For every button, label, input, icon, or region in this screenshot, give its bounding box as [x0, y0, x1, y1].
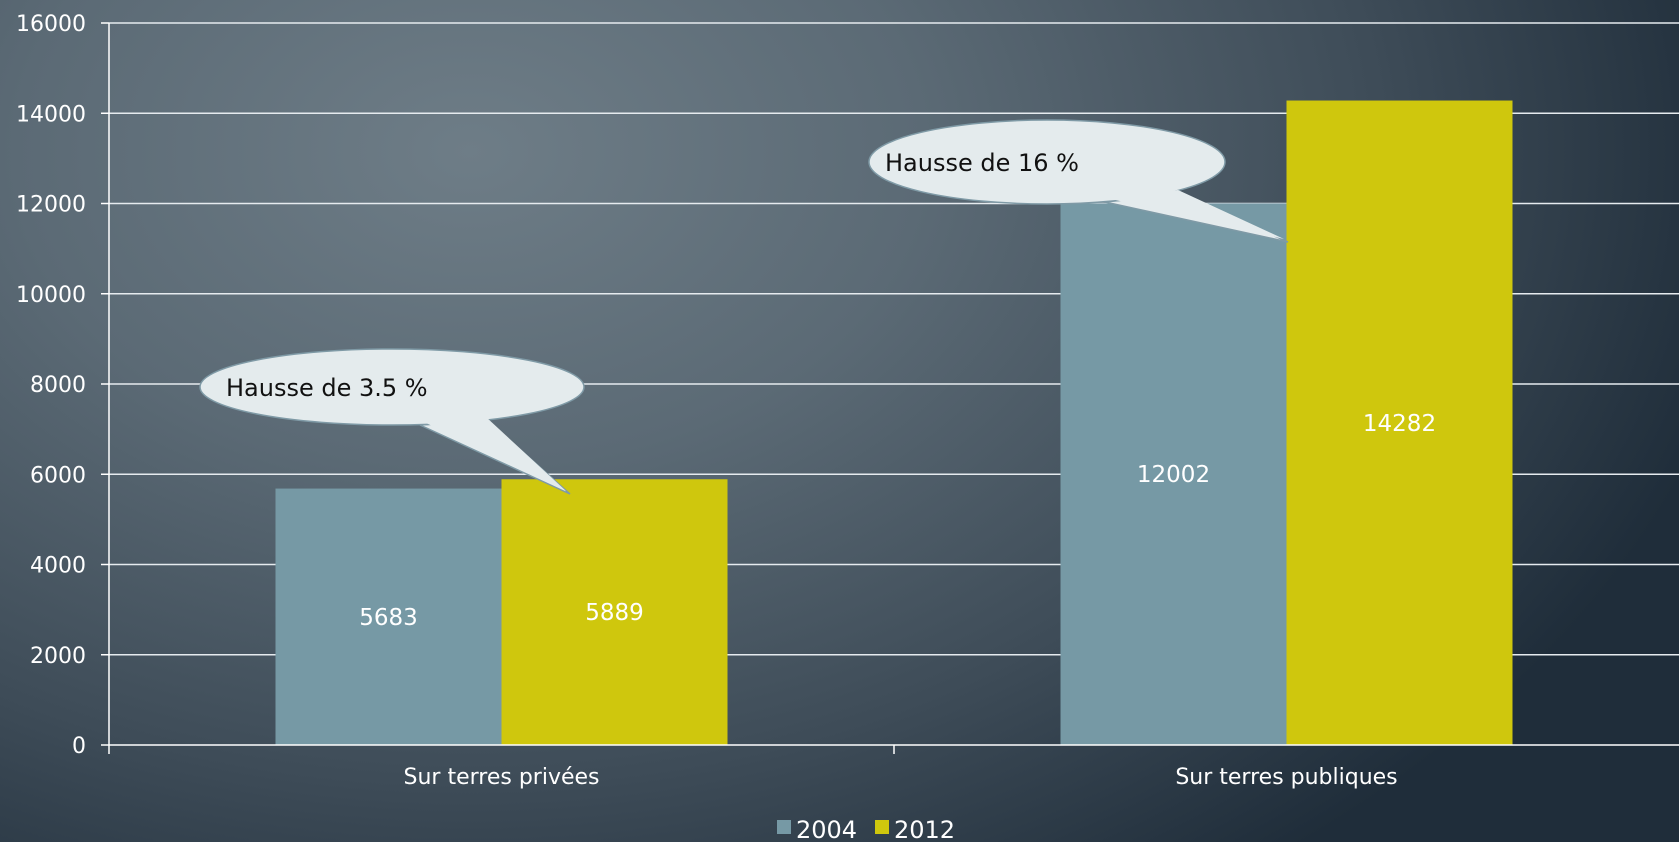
x-category-label: Sur terres privées [404, 765, 600, 790]
bar-2012 [1286, 100, 1513, 745]
callout-bubble: Hausse de 16 % [868, 119, 1289, 243]
data-label: 14282 [1363, 411, 1436, 437]
axes: 0 2000 4000 6000 8000 10000 12000 14000 16000 Sur… [16, 12, 1679, 790]
callout-pointer-fill [422, 417, 566, 491]
legend-label: 2012 [894, 816, 955, 842]
data-label: 5889 [585, 600, 644, 626]
x-category-label: Sur terres publiques [1175, 765, 1397, 790]
data-label: 5683 [359, 605, 418, 631]
callout-bubble: Hausse de 3.5 % [199, 348, 585, 495]
y-tick-label: 14000 [16, 102, 86, 127]
y-tick-label: 4000 [30, 554, 86, 579]
callout-pointer-fill [1107, 190, 1284, 239]
bars [275, 100, 1513, 746]
y-tick-label: 2000 [30, 644, 86, 669]
callout-text: Hausse de 3.5 % [226, 374, 428, 402]
data-label: 12002 [1137, 462, 1210, 488]
legend-label: 2004 [796, 816, 857, 842]
y-tick-label: 0 [72, 734, 86, 759]
legend: 2004 2012 [777, 816, 955, 842]
legend-swatch-2012 [875, 820, 889, 834]
y-tick-label: 10000 [16, 283, 86, 308]
bar-2004 [1060, 203, 1287, 746]
bar-2004 [275, 488, 502, 745]
bar-2012 [501, 479, 728, 745]
callout-ellipse [199, 348, 585, 426]
data-labels: 5683 5889 12002 14282 [359, 411, 1436, 631]
y-tick-label: 16000 [16, 12, 86, 37]
legend-swatch-2004 [777, 820, 791, 834]
callouts: Hausse de 3.5 % Hausse de 16 % [199, 119, 1289, 495]
y-tick-label: 8000 [30, 373, 86, 398]
callout-ellipse [868, 119, 1226, 205]
y-tick-label: 6000 [30, 463, 86, 488]
y-tick-label: 12000 [16, 193, 86, 218]
callout-text: Hausse de 16 % [885, 149, 1079, 177]
